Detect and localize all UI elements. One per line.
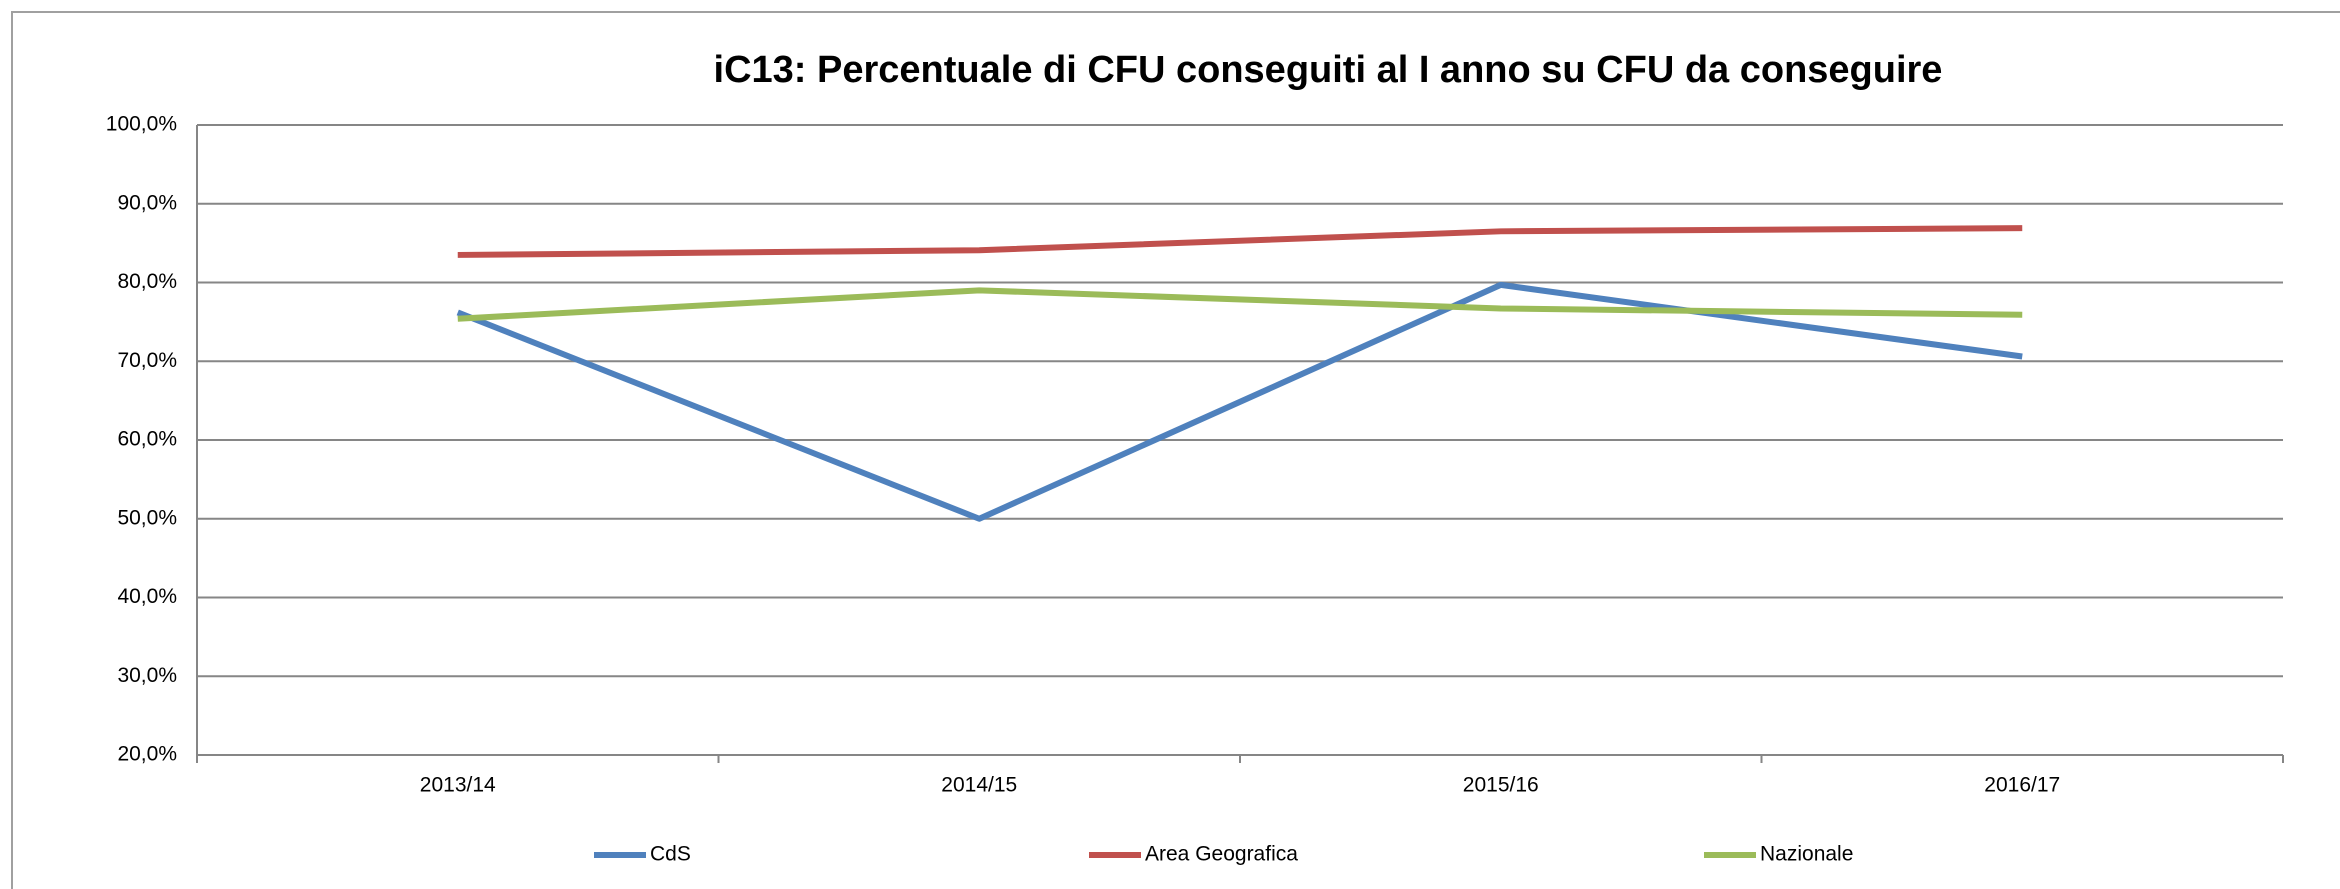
x-tick-label: 2014/15: [941, 774, 1017, 797]
y-tick-label: 90,0%: [117, 191, 177, 214]
y-tick-label: 50,0%: [117, 506, 177, 529]
series-line: [457, 287, 2023, 322]
y-tick-label: 80,0%: [117, 270, 177, 293]
series-line: [457, 225, 2023, 258]
chart-title: iC13: Percentuale di CFU conseguiti al I…: [714, 49, 1943, 91]
x-tick-label: 2015/16: [1463, 774, 1539, 797]
y-tick-label: 100,0%: [106, 113, 177, 136]
y-tick-label: 70,0%: [117, 349, 177, 372]
y-tick-label: 40,0%: [117, 585, 177, 608]
legend-label: Area Geografica: [1145, 843, 1298, 866]
y-tick-label: 30,0%: [117, 664, 177, 687]
legend-label: CdS: [650, 843, 691, 866]
series-line: [456, 281, 2023, 522]
x-tick-label: 2016/17: [1984, 774, 2060, 797]
y-tick-label: 20,0%: [117, 743, 177, 766]
legend-label: Nazionale: [1760, 843, 1853, 866]
chart-frame: [11, 11, 2340, 889]
y-tick-label: 60,0%: [117, 428, 177, 451]
x-tick-label: 2013/14: [420, 774, 496, 797]
